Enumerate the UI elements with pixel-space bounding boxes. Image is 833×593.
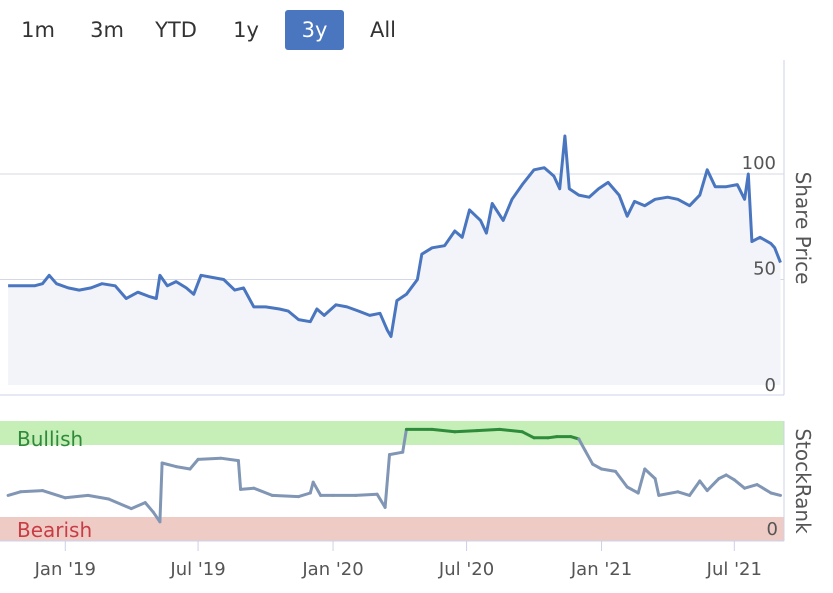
stockrank-segment [375, 492, 387, 509]
stockrank-segment [475, 427, 502, 433]
stockrank-segment [158, 461, 164, 524]
bullish-zone [0, 421, 784, 445]
stockrank-segment [383, 453, 391, 509]
stockrank-segment [453, 429, 479, 434]
stockrank-segment [583, 449, 595, 466]
stockrank-panel: Bullish Bearish 0 StockRank [0, 421, 815, 542]
stockrank-segment [19, 489, 44, 494]
stockrank-segment [676, 490, 692, 497]
stockrank-segment [591, 462, 603, 471]
stockrank-segment [219, 456, 240, 463]
stockrank-segment [600, 467, 617, 473]
stockrank-segment [430, 427, 457, 434]
x-axis: Jan '19 Jul '19 Jan '20 Jul '20 Jan '21 Jul '… [34, 541, 762, 580]
stockrank-segment [705, 477, 721, 493]
stockrank-segment [755, 483, 773, 495]
stockrank-segment [743, 483, 759, 490]
range-button-3m[interactable]: 3m [90, 18, 124, 42]
stockrank-segment [270, 493, 301, 499]
price-axis-tick: 0 [765, 375, 776, 396]
stockrank-segment [297, 491, 312, 499]
x-axis-tick-label: Jan '19 [34, 559, 96, 580]
stockrank-segment [498, 427, 524, 434]
stockrank-segment [143, 501, 155, 514]
stockrank-segment [577, 437, 587, 453]
x-axis-tick-label: Jan '20 [301, 559, 363, 580]
stockrank-segment [657, 490, 680, 497]
stockrank-segment [520, 430, 536, 440]
stockrank-segment [188, 457, 200, 471]
price-panel: 0 50 100 Share Price [0, 60, 815, 396]
x-axis-tick-label: Jul '21 [706, 559, 762, 580]
stockrank-segment [160, 461, 178, 469]
stockrank-segment [732, 478, 747, 490]
bearish-zone [0, 517, 784, 541]
bearish-label: Bearish [17, 518, 92, 542]
stockrank-segment [107, 497, 133, 511]
stockrank-segment [769, 491, 782, 497]
range-button-1m[interactable]: 1m [21, 18, 55, 42]
stockrank-segment [252, 486, 274, 497]
stockrank-segment [129, 501, 147, 511]
stockrank-segment [236, 459, 243, 491]
stockrank-segment [643, 467, 657, 481]
stockrank-segment [636, 467, 647, 495]
stockrank-segment [388, 450, 405, 457]
range-button-1y[interactable]: 1y [233, 18, 259, 42]
price-axis-tick: 100 [742, 153, 776, 174]
stockrank-segment [354, 492, 379, 497]
rank-axis-tick: 0 [767, 519, 778, 540]
price-axis-tick: 50 [753, 259, 776, 280]
price-axis-title: Share Price [791, 172, 815, 285]
stockrank-segment [63, 493, 90, 500]
bullish-label: Bullish [17, 427, 83, 451]
range-selector: 1m 3m YTD 1y 3y All [0, 8, 440, 52]
range-button-all[interactable]: All [369, 18, 397, 42]
x-axis-tick-label: Jan '21 [570, 559, 632, 580]
price-series-line[interactable] [8, 134, 782, 338]
stockrank-segment [653, 477, 661, 497]
x-axis-tick-label: Jul '20 [438, 559, 494, 580]
stockrank-segment [6, 490, 22, 497]
stockrank-segment [239, 486, 256, 491]
stockrank-segment [688, 479, 702, 497]
range-button-3y[interactable]: 3y [285, 10, 344, 50]
stockrank-segment [174, 465, 192, 471]
stockrank-segment [401, 427, 408, 454]
stockrank-segment [196, 456, 223, 461]
stockrank-segment [41, 489, 67, 500]
range-button-ytd[interactable]: YTD [155, 18, 197, 42]
x-axis-tick-label: Jul '19 [169, 559, 225, 580]
stockrank-segment [698, 479, 709, 493]
stockrank-segment [86, 493, 111, 501]
stockrank-segment [614, 469, 629, 489]
stockrank-segment [724, 473, 736, 482]
stockrank-segment [625, 485, 640, 495]
rank-axis-title: StockRank [791, 428, 815, 534]
stockrank-segment [311, 480, 323, 497]
